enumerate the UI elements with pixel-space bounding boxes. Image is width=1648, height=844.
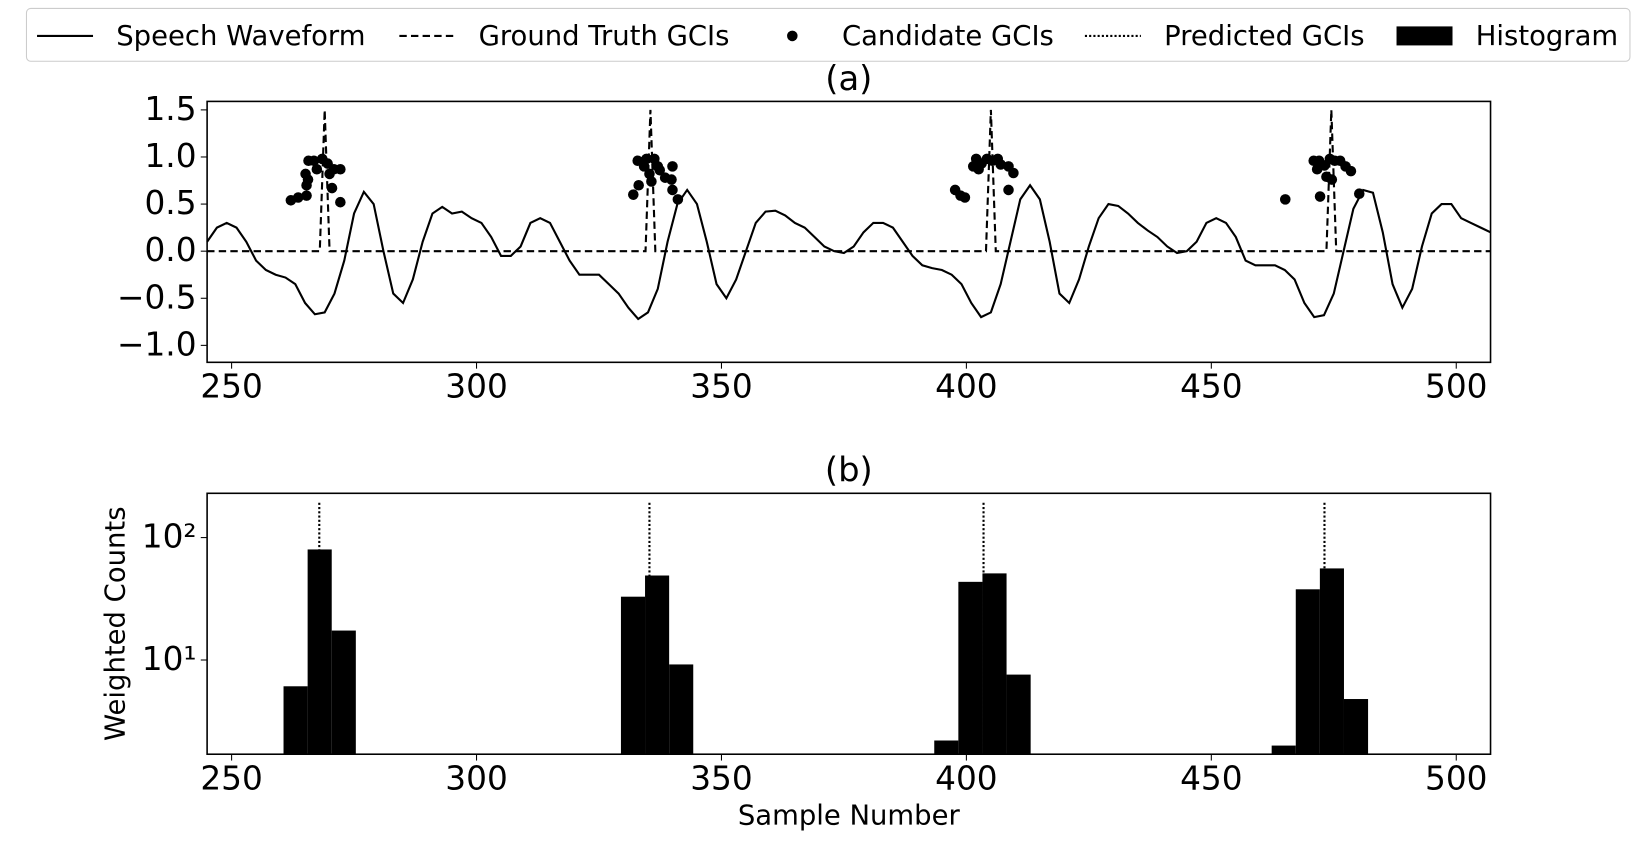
histogram-bar — [1006, 674, 1031, 755]
candidate-point — [335, 196, 346, 208]
legend-marker — [1396, 26, 1453, 46]
legend-marker — [787, 30, 798, 42]
x-tick-label: 250 — [200, 760, 262, 798]
x-tick-label: 350 — [690, 760, 752, 798]
subplot-title: (b) — [825, 451, 873, 490]
legend-box — [25, 7, 1631, 62]
histogram-bar — [958, 581, 983, 755]
candidate-point — [301, 190, 312, 201]
candidate-point — [641, 153, 652, 165]
candidate-point — [633, 179, 644, 191]
legend-label: Predicted GCIs — [1164, 21, 1364, 52]
y-axis-label: Weighted Counts — [100, 506, 131, 741]
candidate-point — [335, 163, 346, 175]
y-tick-label: −0.5 — [117, 278, 197, 316]
y-tick-label: 0.0 — [144, 231, 196, 269]
candidate-point — [1314, 191, 1326, 202]
histogram-bar — [307, 549, 332, 755]
histogram-bar — [934, 740, 959, 755]
candidate-point — [973, 163, 984, 175]
candidate-point — [628, 189, 639, 200]
x-tick-label: 500 — [1425, 368, 1487, 406]
x-tick-label: 300 — [445, 760, 507, 798]
plot-frame — [206, 100, 1492, 364]
candidate-point — [1280, 194, 1291, 205]
histogram-bar — [331, 630, 356, 755]
candidate-point — [326, 182, 338, 194]
x-tick-label: 400 — [935, 368, 997, 406]
y-tick-label: 10¹ — [142, 640, 197, 678]
candidate-point — [666, 174, 677, 185]
x-tick-label: 250 — [200, 368, 262, 406]
y-tick-label: 1.0 — [144, 137, 196, 175]
histogram-bar — [982, 573, 1007, 755]
candidate-point — [1326, 174, 1338, 185]
candidate-point — [302, 174, 314, 185]
x-tick-label: 400 — [935, 760, 997, 798]
histogram-bar — [1271, 745, 1296, 755]
subplot-title: (a) — [825, 59, 872, 98]
histogram-bar — [669, 664, 694, 755]
y-tick-label: 1.5 — [144, 90, 196, 128]
x-axis-label: Sample Number — [738, 801, 961, 832]
histogram-bar — [1343, 699, 1369, 755]
legend-label: Candidate GCIs — [842, 21, 1054, 52]
candidate-point — [672, 194, 684, 205]
candidate-point — [311, 163, 323, 175]
candidate-point — [667, 161, 678, 172]
candidate-point — [667, 184, 678, 196]
candidate-point — [654, 164, 666, 176]
x-tick-label: 450 — [1180, 368, 1242, 406]
line — [206, 183, 1491, 321]
legend-label: Speech Waveform — [116, 21, 365, 52]
candidate-point — [308, 155, 320, 167]
candidate-point — [1353, 188, 1365, 199]
histogram-bar — [283, 686, 308, 755]
histogram-bar — [645, 575, 670, 755]
histogram-bar — [1319, 568, 1344, 755]
candidate-point — [646, 176, 657, 187]
candidate-point — [1345, 165, 1357, 177]
x-tick-label: 500 — [1425, 760, 1487, 798]
histogram-bar — [1295, 589, 1320, 755]
legend-label: Ground Truth GCIs — [479, 21, 730, 52]
x-tick-label: 350 — [690, 368, 752, 406]
plot-frame — [206, 492, 1492, 756]
candidate-point — [292, 192, 304, 203]
x-tick-label: 300 — [445, 368, 507, 406]
legend-label: Histogram — [1476, 21, 1618, 52]
candidate-point — [1008, 167, 1019, 179]
candidate-point — [1003, 184, 1014, 196]
histogram-bar — [620, 596, 646, 755]
x-tick-label: 450 — [1180, 760, 1242, 798]
y-tick-label: 0.5 — [144, 184, 196, 222]
y-tick-label: 10² — [142, 518, 197, 556]
candidate-point — [959, 192, 971, 203]
y-tick-label: −1.0 — [117, 325, 197, 363]
